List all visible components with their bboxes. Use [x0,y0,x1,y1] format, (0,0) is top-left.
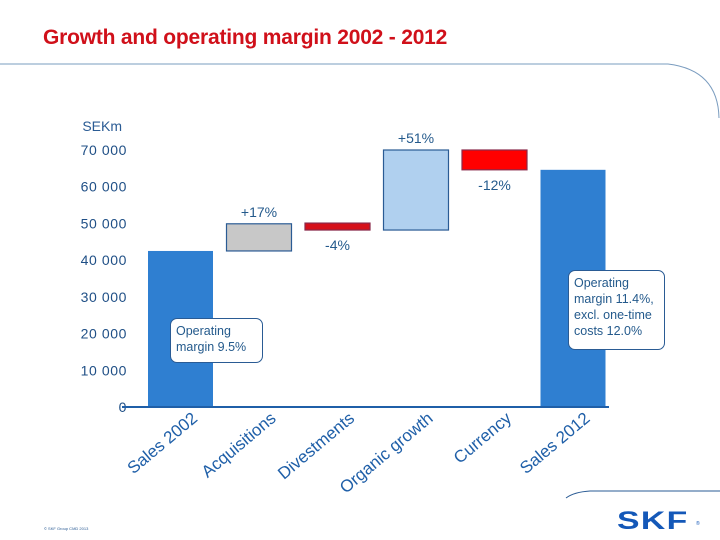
callout-line: Operating [574,276,629,290]
registered-mark: ® [696,521,700,527]
y-tick-label: 10 000 [81,362,127,378]
y-tick-label: 50 000 [81,215,127,231]
frame-top-line [0,63,720,119]
bar-change-label: -12% [478,177,511,193]
callout-line: costs 12.0% [574,324,643,338]
x-tick-label: Sales 2012 [516,409,593,478]
bar-change-label: +17% [241,204,277,220]
x-tick-label: Divestments [274,409,358,484]
y-tick-label: 60 000 [81,179,127,195]
skf-logo: SKF [617,507,689,535]
y-tick-label: 20 000 [81,326,127,342]
x-tick-label: Acquisitions [198,409,280,482]
bar-acquisitions [225,223,293,252]
x-axis-labels: Sales 2002AcquisitionsDivestmentsOrganic… [124,408,594,497]
footer-copyright: © SKF Group CMD 2013 [44,526,89,531]
y-tick-label: 40 000 [81,252,127,268]
callout-line: margin 11.4%, [574,292,654,306]
callout-operating-margin-2002: Operating margin 9.5% [170,318,263,363]
bars [148,149,606,407]
y-tick-label: 70 000 [81,142,127,158]
callout-line: margin 9.5% [176,340,247,354]
bar-change-label: -4% [325,237,350,253]
callout-line: Operating [176,324,231,338]
callout-operating-margin-2012: Operating margin 11.4%, excl. one-time c… [568,270,665,350]
bar-labels: +17% -4% +51% -12% [241,130,511,253]
bar-change-label: +51% [398,130,434,146]
callout-line: excl. one-time [574,308,652,322]
y-axis-unit-label: SEKm [82,118,122,134]
bar-organic-growth [382,149,450,231]
slide-title: Growth and operating margin 2002 - 2012 [43,26,448,49]
bar-divestments [304,222,371,231]
frame-bottom-line [565,490,720,499]
y-tick-label: 30 000 [81,289,127,305]
x-tick-label: Currency [450,408,515,467]
x-tick-label: Sales 2002 [124,409,201,478]
bar-currency [461,149,528,171]
